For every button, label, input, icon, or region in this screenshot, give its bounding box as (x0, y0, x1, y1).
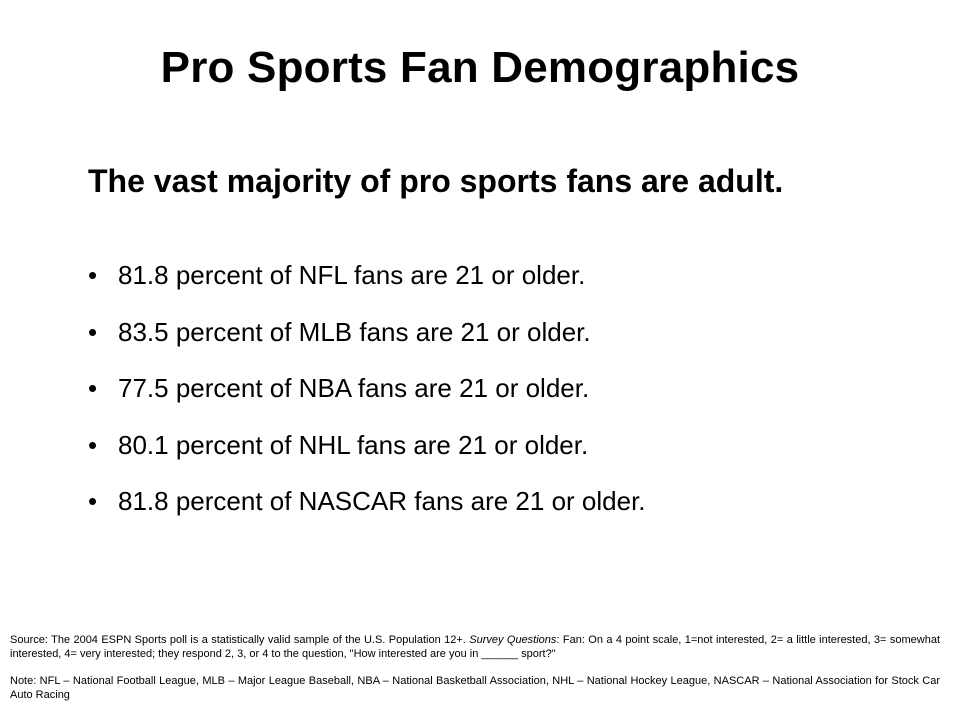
bullet-icon: • (88, 486, 98, 516)
bullet-text: 83.5 percent of MLB fans are 21 or older… (118, 316, 591, 347)
bullet-text: 77.5 percent of NBA fans are 21 or older… (118, 373, 590, 403)
bullet-icon: • (88, 260, 98, 290)
slide-subhead: The vast majority of pro sports fans are… (88, 163, 784, 199)
source-footnote: Source: The 2004 ESPN Sports poll is a s… (10, 633, 940, 661)
source-rest: : Fan: On a 4 point scale, 1=not interes… (10, 634, 940, 660)
bullet-text: 81.8 percent of NFL fans are 21 or older… (118, 260, 586, 290)
note-footnote: Note: NFL – National Football League, ML… (10, 675, 940, 701)
source-lead: Source: The 2004 ESPN Sports poll is a s… (10, 634, 470, 646)
slide-title: Pro Sports Fan Demographics (160, 43, 800, 92)
source-italic-label: Survey Questions (469, 634, 557, 646)
bullet-text: 81.8 percent of NASCAR fans are 21 or ol… (118, 486, 646, 516)
bullet-text: 80.1 percent of NHL fans are 21 or older… (118, 429, 589, 460)
bullet-icon: • (88, 429, 98, 460)
bullet-icon: • (88, 373, 98, 403)
bullet-icon: • (88, 316, 98, 347)
